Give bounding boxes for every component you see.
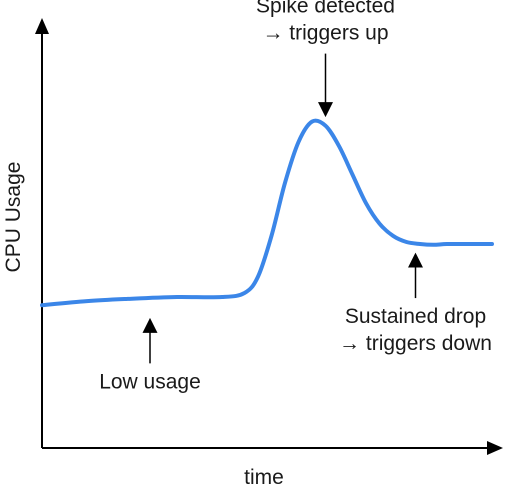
annotation-label: Low usage [99, 370, 201, 393]
annotation-label: Spike detected [256, 0, 395, 18]
annotation-label: → triggers up [262, 22, 388, 45]
annotation-label: Sustained drop [345, 305, 486, 328]
series-line-0 [40, 118, 494, 308]
x-axis-title: time [244, 466, 284, 489]
x-axis-arrow-icon [487, 441, 503, 455]
annotation-label: → triggers down [339, 332, 492, 355]
annotation-2: Low usage [99, 317, 201, 393]
annotation-0: Spike detected → triggers up [256, 0, 395, 118]
y-axis-title: CPU Usage [2, 162, 25, 273]
y-axis-arrow-icon [35, 18, 49, 34]
annotation-1: Sustained drop → triggers down [339, 252, 492, 355]
